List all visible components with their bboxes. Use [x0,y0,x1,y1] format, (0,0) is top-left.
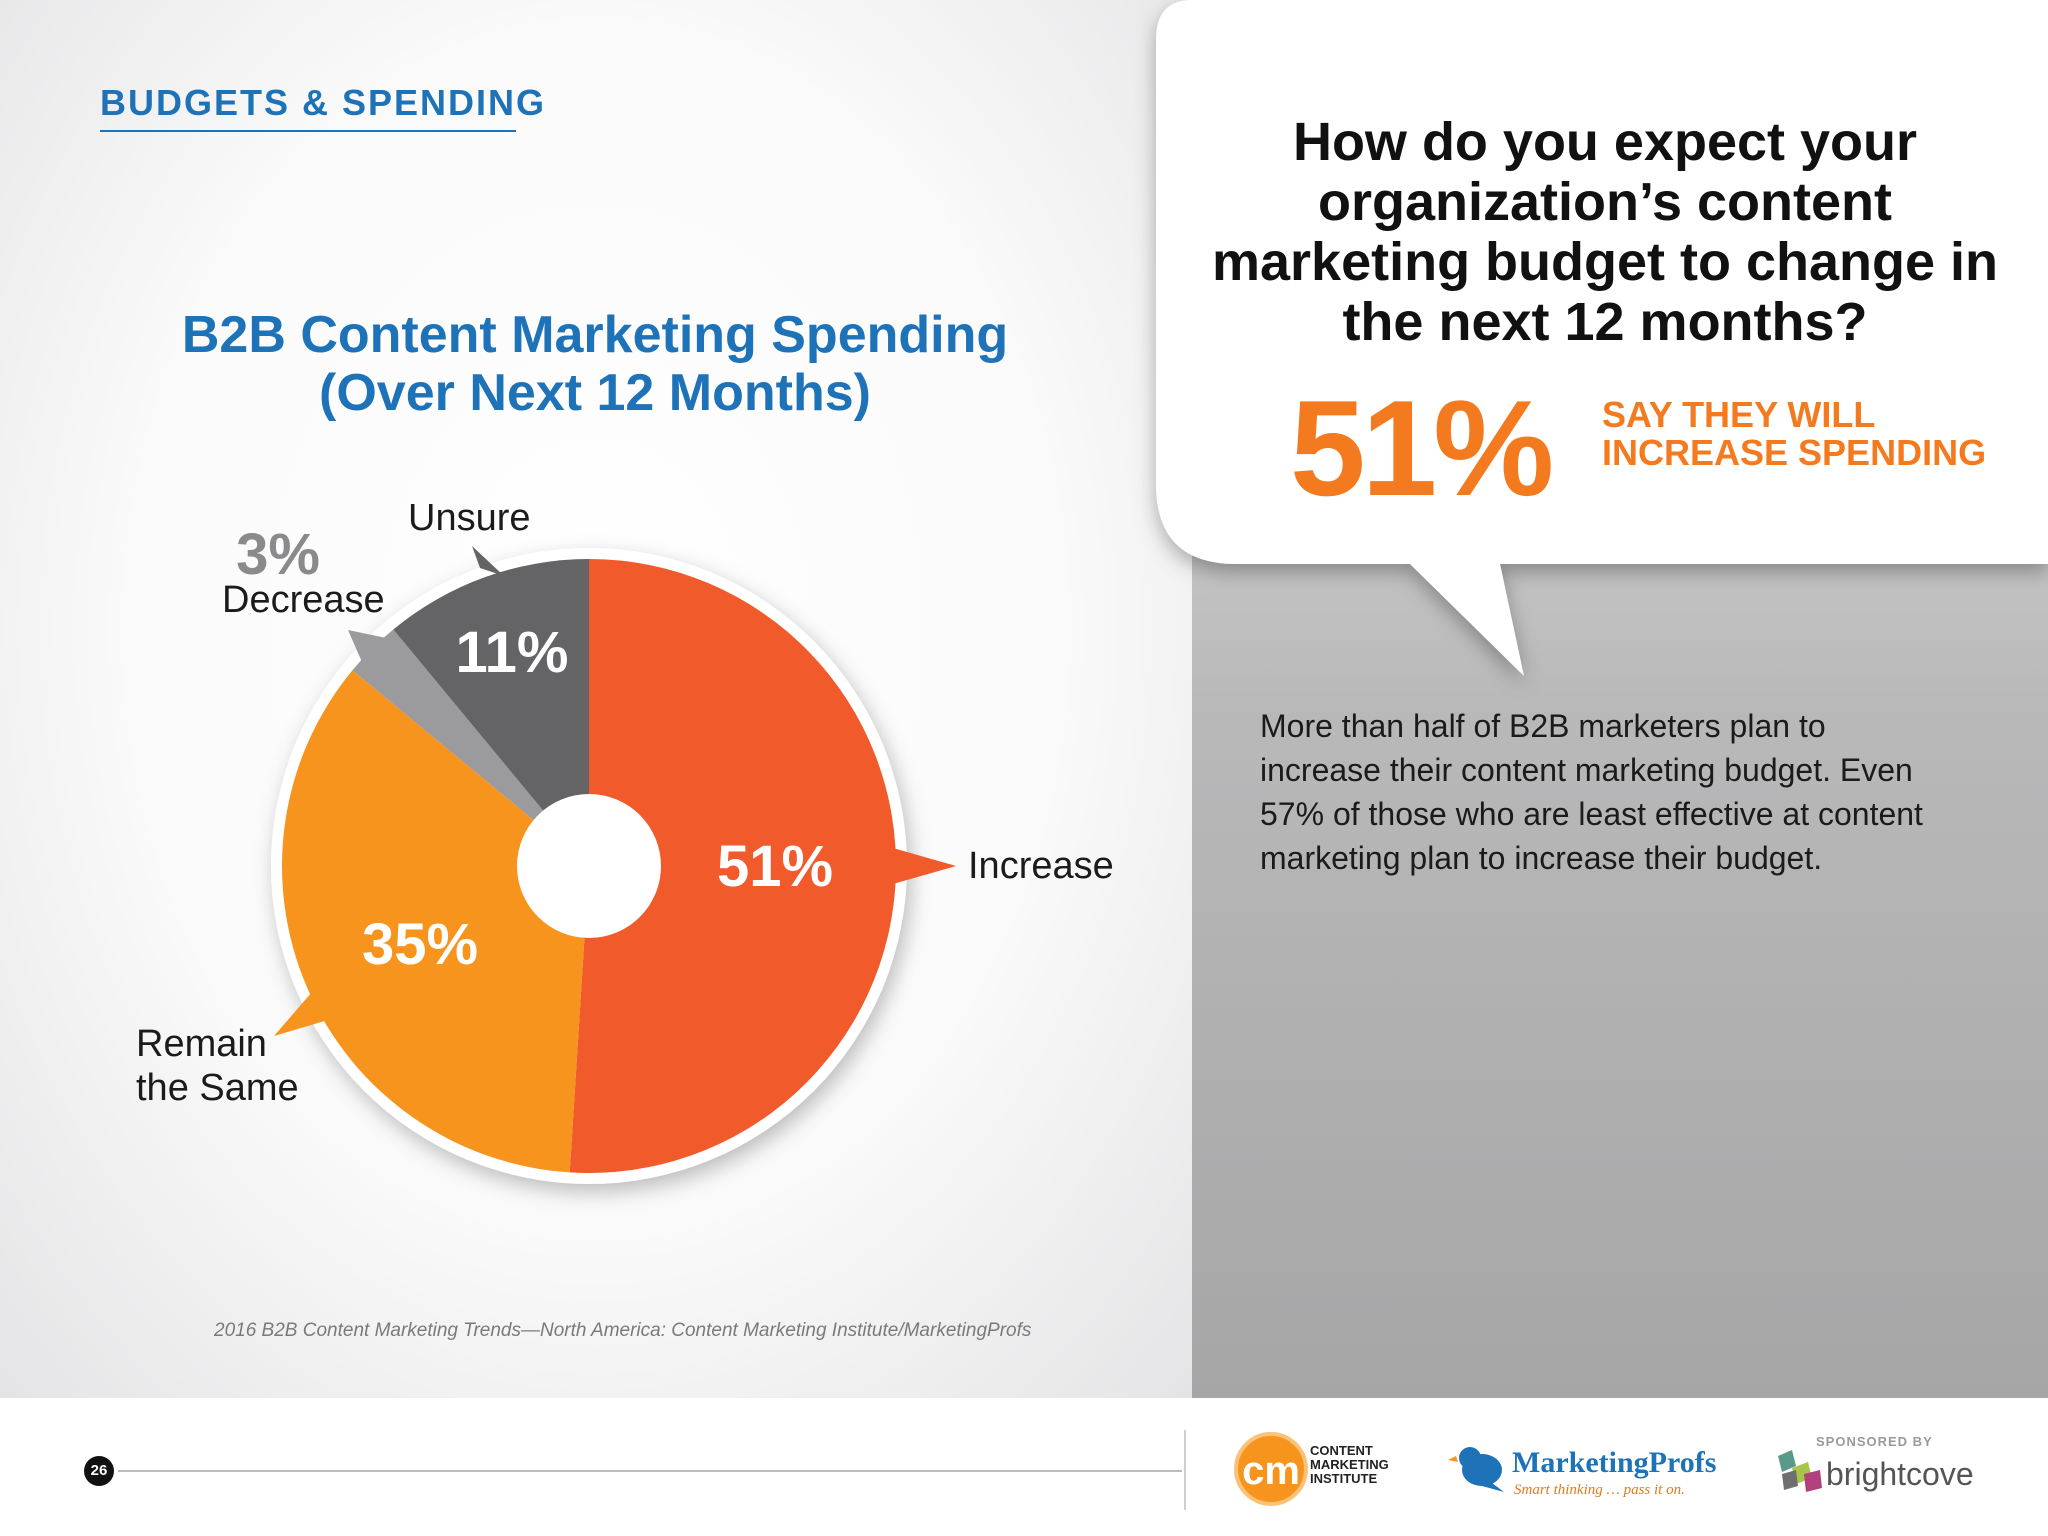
footer-rule [118,1470,1182,1472]
slice-value-unsure: 11% [456,620,569,685]
brightcove-name: brightcove [1826,1456,1974,1492]
marketingprofs-bird-icon [1448,1447,1504,1492]
slice-value-remain: 35% [362,912,478,977]
callout-body: More than half of B2B marketers plan to … [1260,708,1923,876]
callout-question: How do you expect your organization’s co… [1211,112,1999,352]
unsure-pointer [472,546,504,576]
cmi-logo: cm [1234,1432,1308,1506]
footer-divider [1184,1430,1186,1510]
marketingprofs-name: MarketingProfs [1512,1446,1717,1479]
pie-slice-unsure [393,559,589,866]
callout-stat-label-line-1: SAY THEY WILL [1602,394,1876,435]
chart-title-line-1: B2B Content Marketing Spending [181,306,1009,364]
donut-hole [517,794,661,938]
chart-source: 2016 B2B Content Marketing Trends—North … [214,1320,1032,1341]
pie-slices [281,559,897,1174]
callout-stat-value: 51% [1290,372,1554,524]
slice-label-remain-line-1: Remain [136,1023,267,1065]
sponsored-by-label: SPONSORED BY [1816,1434,1933,1449]
footer [0,1398,2048,1536]
slice-label-decrease: Decrease [222,579,385,621]
decrease-pointer [348,630,396,676]
slice-label-remain-line-2: the Same [136,1067,299,1109]
cmi-line-1: CONTENT [1310,1443,1373,1458]
brightcove-mark-icon [1778,1450,1822,1492]
slice-value-increase: 51% [717,834,833,899]
pie-slice-remain-the-same [281,670,589,1173]
marketingprofs-tagline: Smart thinking … pass it on. [1514,1482,1685,1498]
section-underline [100,130,516,132]
speech-bubble [1156,0,2048,676]
section-label: BUDGETS & SPENDING [100,82,547,123]
pie-slice-decrease [352,629,589,866]
slice-value-decrease: 3% [236,522,320,587]
callout-stat-label: SAY THEY WILL INCREASE SPENDING [1602,396,1986,472]
pie-slice-increase [569,559,897,1174]
donut-chart: 51% 35% 11% 3% Increase Remain the Same … [136,497,1114,1184]
chart-title: B2B Content Marketing Spending (Over Nex… [120,306,1070,422]
cmi-line-2: MARKETING [1310,1457,1389,1472]
remain-pointer [274,992,328,1036]
speech-bubble-shape [1156,0,2048,676]
increase-pointer [886,846,956,886]
cmi-line-3: INSTITUTE [1310,1471,1378,1486]
slice-label-unsure: Unsure [408,497,531,539]
chart-title-line-2: (Over Next 12 Months) [319,364,871,422]
page-number: 26 [84,1456,114,1486]
cmi-wordmark: CONTENT MARKETING INSTITUTE [1310,1444,1389,1486]
slice-label-increase: Increase [968,845,1114,887]
callout-stat-label-line-2: INCREASE SPENDING [1602,432,1987,473]
